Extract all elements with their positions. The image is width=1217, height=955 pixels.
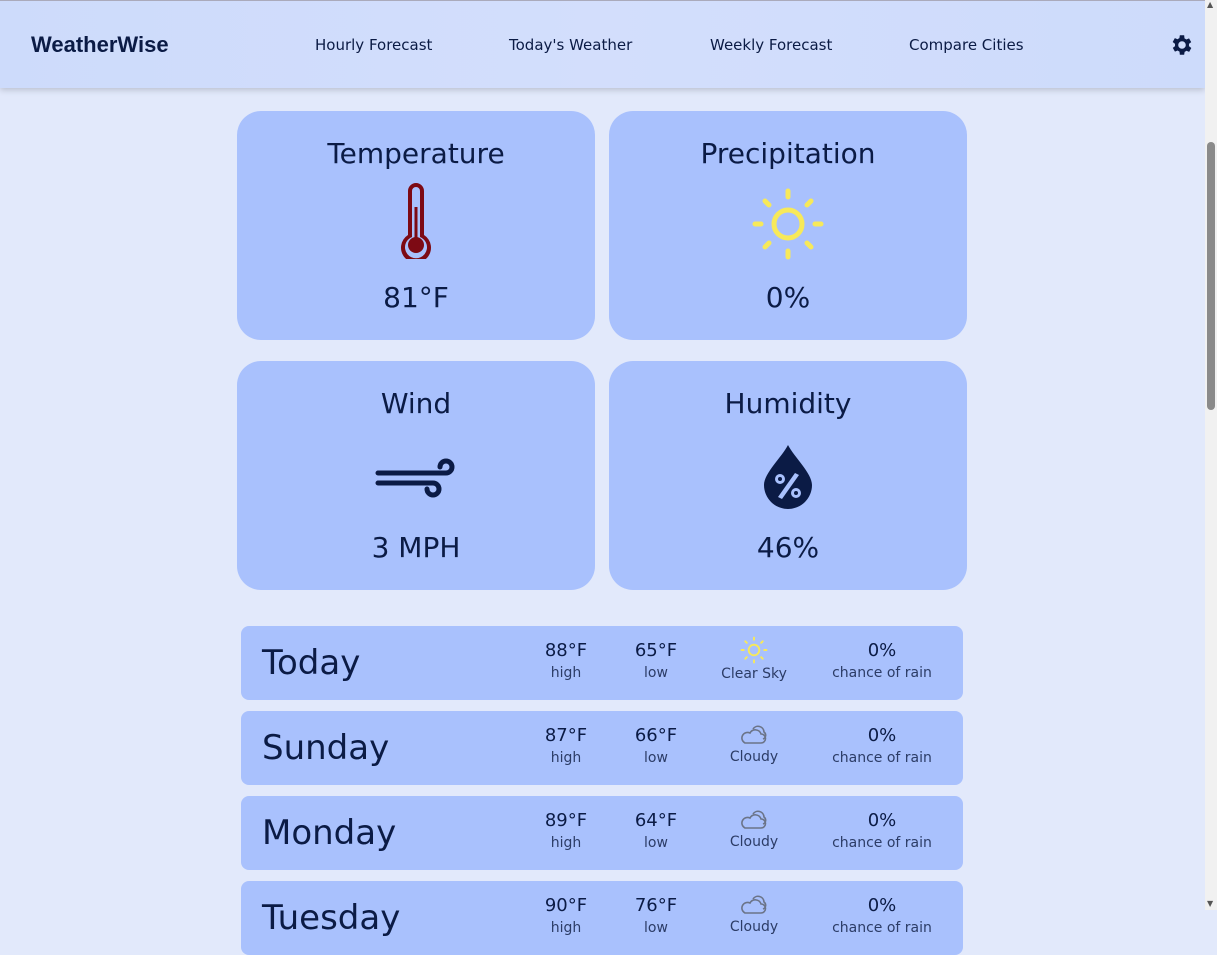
nav-compare-cities[interactable]: Compare Cities <box>909 36 1024 54</box>
day-name: Today <box>262 643 361 683</box>
wind-icon <box>375 458 455 498</box>
forecast-row[interactable]: Today 88°F high 65°F low Clear Sky 0% chanc… <box>241 626 963 700</box>
temperature-value: 81°F <box>383 281 449 314</box>
high-temp: 89°F <box>544 810 588 831</box>
low-temp: 76°F <box>634 895 678 916</box>
cloud-icon <box>741 895 767 914</box>
rain-label: chance of rain <box>832 835 932 851</box>
forecast-row[interactable]: Monday 89°F high 64°F low Cloudy 0% chance … <box>241 796 963 870</box>
rain-label: chance of rain <box>832 665 932 681</box>
card-title: Wind <box>380 387 452 420</box>
high-temp: 88°F <box>544 640 588 661</box>
scroll-down-arrow[interactable]: ▼ <box>1207 899 1214 908</box>
humidity-drop-icon <box>764 445 812 509</box>
low-label: low <box>644 665 668 681</box>
low-temp: 65°F <box>634 640 678 661</box>
sun-icon <box>752 188 824 260</box>
humidity-value: 46% <box>756 531 820 564</box>
low-temp: 66°F <box>634 725 678 746</box>
cloud-icon <box>741 725 767 744</box>
condition-label: Cloudy <box>729 834 779 850</box>
rain-label: chance of rain <box>832 920 932 936</box>
top-nav-bar: WeatherWise Hourly Forecast Today's Weat… <box>0 0 1205 88</box>
scrollbar-thumb[interactable] <box>1207 142 1215 410</box>
forecast-row[interactable]: Sunday 87°F high 66°F low Cloudy 0% chance … <box>241 711 963 785</box>
rain-chance: 0% <box>867 640 897 661</box>
day-name: Monday <box>262 813 397 853</box>
condition-label: Clear Sky <box>721 666 787 682</box>
high-label: high <box>550 665 582 681</box>
rain-chance: 0% <box>867 895 897 916</box>
low-label: low <box>644 750 668 766</box>
low-temp: 64°F <box>634 810 678 831</box>
wind-value: 3 MPH <box>371 531 461 564</box>
card-title: Humidity <box>724 387 852 420</box>
cloud-icon <box>741 810 767 829</box>
day-name: Sunday <box>262 728 390 768</box>
sun-icon <box>740 636 768 664</box>
rain-label: chance of rain <box>832 750 932 766</box>
forecast-row[interactable]: Tuesday 90°F high 76°F low Cloudy 0% chance… <box>241 881 963 955</box>
scroll-up-arrow[interactable]: ▲ <box>1207 0 1214 9</box>
condition-label: Cloudy <box>729 749 779 765</box>
precipitation-card: Precipitation 0% <box>609 111 967 340</box>
low-label: low <box>644 835 668 851</box>
high-label: high <box>550 750 582 766</box>
precipitation-value: 0% <box>765 281 811 314</box>
card-title: Temperature <box>327 137 505 170</box>
rain-chance: 0% <box>867 725 897 746</box>
card-title: Precipitation <box>700 137 876 170</box>
condition-label: Cloudy <box>729 919 779 935</box>
high-temp: 87°F <box>544 725 588 746</box>
nav-weekly-forecast[interactable]: Weekly Forecast <box>710 36 833 54</box>
high-temp: 90°F <box>544 895 588 916</box>
scrollbar[interactable]: ▲ ▼ <box>1205 0 1217 910</box>
gear-icon[interactable] <box>1169 32 1195 58</box>
temperature-card: Temperature 81°F <box>237 111 595 340</box>
day-name: Tuesday <box>262 898 401 938</box>
high-label: high <box>550 835 582 851</box>
wind-card: Wind 3 MPH <box>237 361 595 590</box>
humidity-card: Humidity 46% <box>609 361 967 590</box>
low-label: low <box>644 920 668 936</box>
thermometer-icon <box>401 183 431 259</box>
high-label: high <box>550 920 582 936</box>
app-logo[interactable]: WeatherWise <box>31 32 169 57</box>
nav-todays-weather[interactable]: Today's Weather <box>509 36 633 54</box>
rain-chance: 0% <box>867 810 897 831</box>
nav-hourly-forecast[interactable]: Hourly Forecast <box>315 36 433 54</box>
